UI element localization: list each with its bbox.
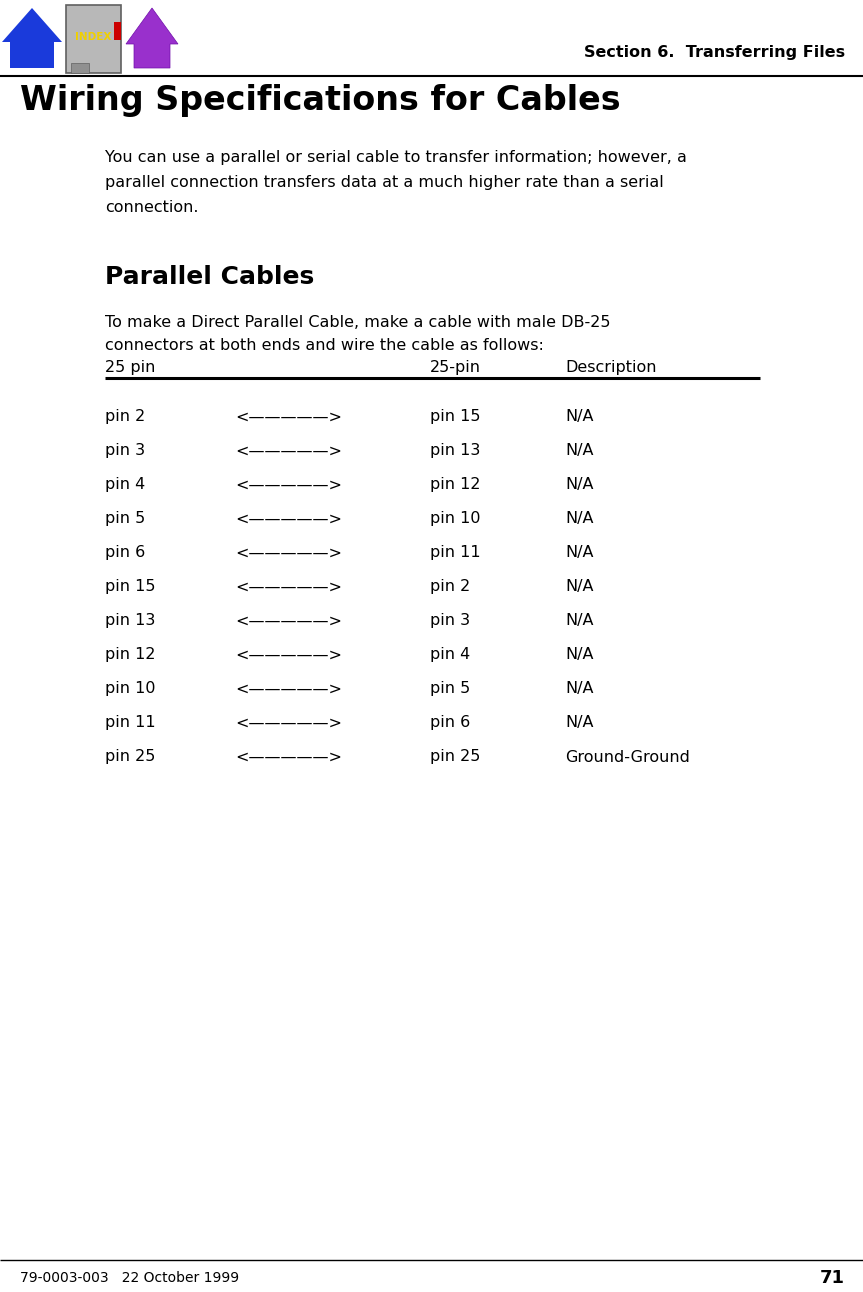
Text: pin 15: pin 15 xyxy=(430,410,481,425)
Text: N/A: N/A xyxy=(565,545,594,561)
Text: <—————>: <—————> xyxy=(235,647,342,663)
Text: <—————>: <—————> xyxy=(235,512,342,527)
Text: N/A: N/A xyxy=(565,716,594,730)
Text: You can use a parallel or serial cable to transfer information; however, a: You can use a parallel or serial cable t… xyxy=(105,150,687,165)
Text: pin 6: pin 6 xyxy=(105,545,145,561)
Text: INDEX: INDEX xyxy=(75,32,111,43)
Text: To make a Direct Parallel Cable, make a cable with male DB-25: To make a Direct Parallel Cable, make a … xyxy=(105,315,610,329)
Text: connectors at both ends and wire the cable as follows:: connectors at both ends and wire the cab… xyxy=(105,339,544,353)
Text: 71: 71 xyxy=(820,1269,845,1287)
Text: pin 3: pin 3 xyxy=(105,443,145,459)
Text: N/A: N/A xyxy=(565,443,594,459)
Text: Description: Description xyxy=(565,360,657,375)
Text: pin 25: pin 25 xyxy=(430,749,481,765)
Text: 25-pin: 25-pin xyxy=(430,360,481,375)
Text: <—————>: <—————> xyxy=(235,681,342,696)
Text: pin 25: pin 25 xyxy=(105,749,155,765)
Bar xyxy=(66,5,121,74)
Text: pin 2: pin 2 xyxy=(105,410,145,425)
Text: pin 13: pin 13 xyxy=(105,614,155,628)
Bar xyxy=(71,63,89,74)
Bar xyxy=(114,22,121,40)
Text: N/A: N/A xyxy=(565,410,594,425)
Polygon shape xyxy=(126,8,178,68)
Text: N/A: N/A xyxy=(565,681,594,696)
Text: N/A: N/A xyxy=(565,647,594,663)
Text: pin 10: pin 10 xyxy=(105,681,155,696)
Text: pin 13: pin 13 xyxy=(430,443,481,459)
Text: Wiring Specifications for Cables: Wiring Specifications for Cables xyxy=(20,84,620,118)
Text: <—————>: <—————> xyxy=(235,749,342,765)
Text: connection.: connection. xyxy=(105,200,198,214)
Text: parallel connection transfers data at a much higher rate than a serial: parallel connection transfers data at a … xyxy=(105,174,664,190)
Text: N/A: N/A xyxy=(565,614,594,628)
Text: pin 10: pin 10 xyxy=(430,512,481,527)
Text: <—————>: <—————> xyxy=(235,545,342,561)
Text: 79-0003-003   22 October 1999: 79-0003-003 22 October 1999 xyxy=(20,1271,239,1286)
Text: pin 5: pin 5 xyxy=(430,681,470,696)
Text: pin 11: pin 11 xyxy=(430,545,481,561)
Text: pin 12: pin 12 xyxy=(430,478,481,492)
Text: <—————>: <—————> xyxy=(235,716,342,730)
Text: <—————>: <—————> xyxy=(235,614,342,628)
Polygon shape xyxy=(2,8,62,68)
Text: pin 15: pin 15 xyxy=(105,580,155,594)
Text: <—————>: <—————> xyxy=(235,443,342,459)
Text: N/A: N/A xyxy=(565,478,594,492)
Text: pin 4: pin 4 xyxy=(430,647,470,663)
Text: Ground-Ground: Ground-Ground xyxy=(565,749,690,765)
Text: pin 3: pin 3 xyxy=(430,614,470,628)
Text: pin 11: pin 11 xyxy=(105,716,155,730)
Text: pin 4: pin 4 xyxy=(105,478,145,492)
Text: N/A: N/A xyxy=(565,512,594,527)
Text: <—————>: <—————> xyxy=(235,580,342,594)
Text: Parallel Cables: Parallel Cables xyxy=(105,265,314,289)
Text: pin 6: pin 6 xyxy=(430,716,470,730)
Text: N/A: N/A xyxy=(565,580,594,594)
Text: <—————>: <—————> xyxy=(235,410,342,425)
Text: Section 6.  Transferring Files: Section 6. Transferring Files xyxy=(584,44,845,59)
Text: <—————>: <—————> xyxy=(235,478,342,492)
Text: pin 5: pin 5 xyxy=(105,512,145,527)
Text: 25 pin: 25 pin xyxy=(105,360,155,375)
Text: pin 12: pin 12 xyxy=(105,647,155,663)
Text: pin 2: pin 2 xyxy=(430,580,470,594)
